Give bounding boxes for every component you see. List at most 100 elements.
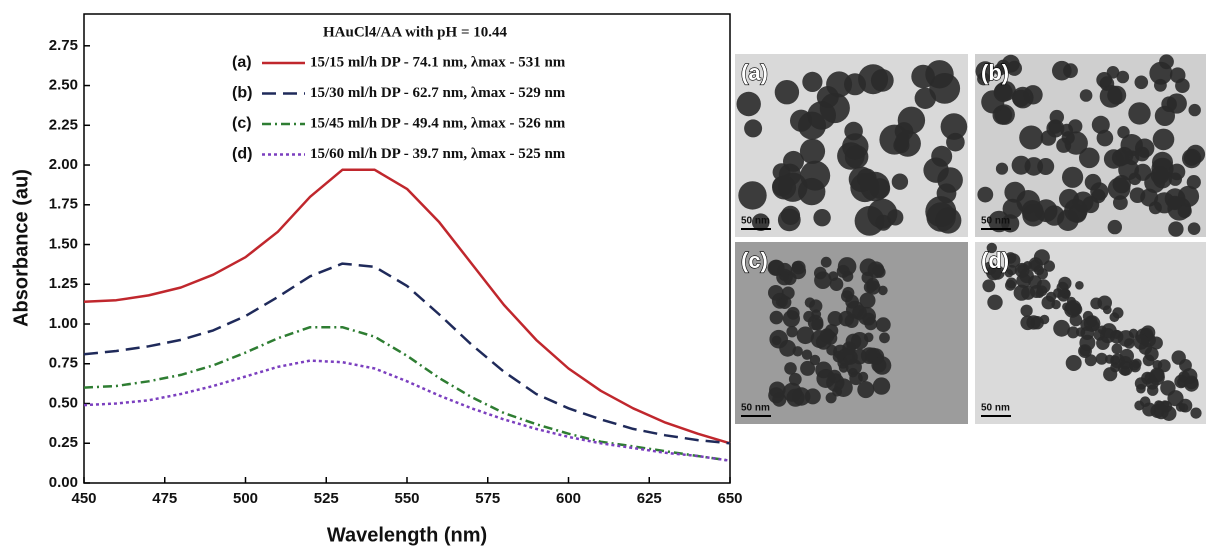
x-tick-label: 475 — [152, 490, 177, 507]
y-tick-label: 1.75 — [49, 196, 78, 213]
particle — [1079, 89, 1093, 102]
particle — [1116, 70, 1130, 84]
particle — [1075, 281, 1084, 290]
particle — [1048, 120, 1062, 134]
particle — [860, 347, 878, 364]
particle — [846, 300, 864, 319]
particle — [1037, 158, 1055, 175]
particle — [992, 105, 1013, 125]
particle — [1142, 354, 1155, 367]
particle — [814, 266, 827, 280]
particle — [1066, 296, 1076, 306]
particle — [1128, 102, 1151, 125]
particle — [1148, 201, 1162, 215]
series-line — [83, 325, 731, 462]
particle — [867, 198, 898, 229]
particle — [1134, 377, 1148, 390]
particle — [791, 260, 806, 275]
particle — [1004, 252, 1017, 264]
particle — [811, 309, 822, 320]
particle — [988, 210, 1010, 233]
particle — [1175, 78, 1190, 93]
particle — [1109, 312, 1120, 323]
particle — [769, 310, 784, 325]
particle — [1152, 128, 1175, 151]
particle — [1177, 203, 1192, 219]
y-tick-label: 2.75 — [49, 37, 78, 54]
particle — [859, 258, 878, 277]
x-tick-label: 600 — [556, 490, 581, 507]
particle — [1095, 352, 1108, 365]
particle — [1020, 304, 1033, 317]
particle — [1039, 314, 1050, 325]
particle — [1067, 326, 1080, 339]
particle — [1079, 345, 1091, 357]
particle — [987, 294, 1003, 310]
scale-bar-label: 50 nm — [741, 216, 770, 227]
particle — [784, 362, 797, 375]
particle — [1080, 326, 1095, 341]
particle — [995, 162, 1009, 175]
particle — [1187, 222, 1201, 235]
panel-label: (c) — [741, 248, 768, 273]
y-tick-label: 2.25 — [49, 116, 78, 133]
particle — [1107, 219, 1123, 235]
particle — [1107, 85, 1127, 105]
particle — [815, 361, 832, 379]
x-tick-label: 650 — [717, 490, 742, 507]
particle — [788, 372, 802, 386]
particle — [866, 280, 881, 295]
particle — [1128, 172, 1142, 186]
particle — [1002, 198, 1023, 219]
particle — [1099, 76, 1115, 91]
scale-bar-label: 50 nm — [981, 216, 1010, 227]
particle — [801, 349, 813, 360]
particle — [897, 106, 926, 134]
particle — [1061, 131, 1075, 145]
particle — [802, 71, 823, 92]
x-tick-label: 450 — [71, 490, 96, 507]
particle — [872, 377, 891, 395]
particle — [1161, 96, 1177, 112]
particle — [744, 119, 763, 138]
panel-label: (a) — [741, 60, 768, 85]
particle — [800, 360, 816, 376]
particle — [878, 285, 888, 296]
particle — [1171, 350, 1186, 365]
particle — [1069, 313, 1083, 327]
particle — [1182, 148, 1202, 169]
particle — [1101, 323, 1117, 339]
particle — [1153, 169, 1172, 189]
particle — [1017, 264, 1028, 275]
particle — [1072, 191, 1094, 213]
particle — [1091, 115, 1110, 134]
particle — [875, 317, 891, 333]
particle — [1013, 284, 1030, 301]
y-tick-label: 1.00 — [49, 315, 78, 332]
particle — [1036, 279, 1051, 294]
particle — [1001, 54, 1020, 73]
particle — [842, 341, 856, 356]
legend-label: 15/15 ml/h DP - 74.1 nm, λmax - 531 nm — [310, 54, 566, 70]
particle — [1096, 129, 1114, 147]
particle — [931, 145, 953, 167]
particle — [1168, 172, 1183, 186]
tem-image: (c) 50 nm — [735, 242, 968, 424]
particle — [1012, 89, 1030, 108]
particle — [1188, 103, 1201, 117]
particle — [844, 145, 869, 169]
particle — [929, 73, 961, 104]
particle — [827, 311, 843, 327]
y-tick-label: 1.25 — [49, 275, 78, 292]
particle — [820, 256, 832, 268]
particle — [1154, 78, 1167, 92]
particle — [796, 326, 815, 345]
particle — [1111, 149, 1130, 167]
legend-label: 15/60 ml/h DP - 39.7 nm, λmax - 525 nm — [310, 146, 566, 162]
particle — [786, 388, 805, 407]
particle — [771, 335, 782, 346]
y-tick-label: 0.75 — [49, 355, 78, 372]
particle — [946, 132, 965, 152]
particle — [1040, 130, 1057, 146]
